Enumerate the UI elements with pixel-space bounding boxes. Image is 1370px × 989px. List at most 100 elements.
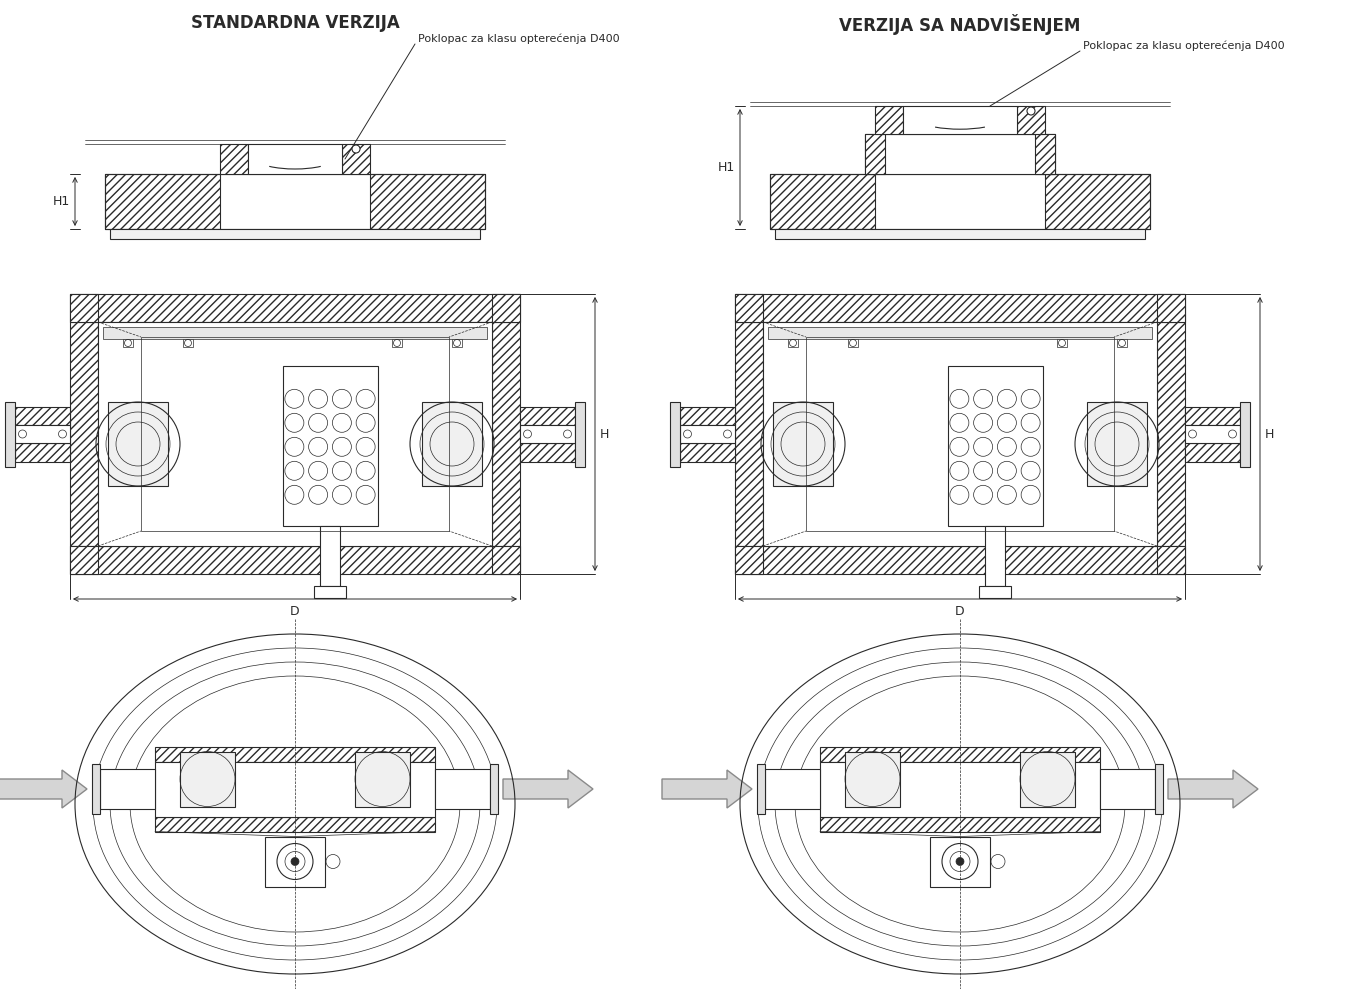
Bar <box>492 546 521 574</box>
Bar <box>1185 443 1240 462</box>
Text: STANDARDNA VERZIJA: STANDARDNA VERZIJA <box>190 14 400 32</box>
Bar <box>734 322 763 546</box>
Bar <box>184 339 193 347</box>
Bar <box>775 229 1145 239</box>
Circle shape <box>684 430 692 438</box>
Bar <box>680 406 734 425</box>
Bar <box>15 425 70 443</box>
Bar <box>110 229 479 239</box>
Polygon shape <box>0 770 88 808</box>
Text: H1: H1 <box>53 195 70 208</box>
Text: D: D <box>290 605 300 618</box>
Text: D: D <box>955 605 964 618</box>
Bar <box>1155 764 1163 814</box>
Bar <box>392 339 401 347</box>
Bar <box>70 546 521 574</box>
Bar <box>788 339 797 347</box>
Bar <box>5 402 15 467</box>
Bar <box>123 339 133 347</box>
Bar <box>15 443 70 462</box>
Bar <box>103 327 486 339</box>
Bar <box>521 443 575 462</box>
Bar <box>1158 294 1185 322</box>
Circle shape <box>19 430 26 438</box>
Bar <box>980 586 1011 598</box>
Circle shape <box>523 430 532 438</box>
Bar <box>1017 106 1045 134</box>
Bar <box>821 762 1100 817</box>
Bar <box>155 747 436 762</box>
Bar <box>492 322 521 546</box>
Bar <box>370 174 485 229</box>
Bar <box>155 762 436 817</box>
Bar <box>1158 546 1185 574</box>
Bar <box>930 837 991 886</box>
Bar <box>1045 174 1149 229</box>
Bar <box>770 174 875 229</box>
Bar <box>1185 425 1240 443</box>
Text: H1: H1 <box>718 161 734 174</box>
Bar <box>521 406 575 425</box>
Bar <box>848 339 858 347</box>
Bar <box>985 526 1006 586</box>
Bar <box>734 546 763 574</box>
Bar <box>92 764 100 814</box>
Circle shape <box>723 430 732 438</box>
Bar <box>70 294 99 322</box>
Bar <box>314 586 347 598</box>
Bar <box>821 817 1100 832</box>
Bar <box>734 294 763 322</box>
Circle shape <box>1028 107 1034 115</box>
Bar <box>845 752 900 806</box>
Bar <box>734 294 1185 322</box>
Bar <box>492 294 521 322</box>
Bar <box>806 337 1114 531</box>
Bar <box>490 764 499 814</box>
Bar <box>1240 402 1249 467</box>
Bar <box>248 144 342 174</box>
Bar <box>100 769 155 809</box>
Bar <box>70 546 99 574</box>
Bar <box>264 837 325 886</box>
Text: Poklopac za klasu opterećenja D400: Poklopac za klasu opterećenja D400 <box>1084 41 1285 51</box>
Bar <box>221 144 248 174</box>
Bar <box>1158 322 1185 546</box>
Bar <box>734 546 1185 574</box>
Bar <box>108 402 169 486</box>
Bar <box>680 425 734 443</box>
Bar <box>864 134 1055 174</box>
Bar <box>948 366 1043 526</box>
Bar <box>521 425 575 443</box>
Bar <box>179 752 236 806</box>
Bar <box>575 402 585 467</box>
Bar <box>758 764 764 814</box>
Text: Poklopac za klasu opterećenja D400: Poklopac za klasu opterećenja D400 <box>418 34 619 44</box>
Bar <box>1185 406 1240 425</box>
Bar <box>321 526 340 586</box>
Bar <box>773 402 833 486</box>
Circle shape <box>563 430 571 438</box>
Bar <box>99 322 492 546</box>
Bar <box>1100 769 1155 809</box>
Bar <box>355 752 410 806</box>
Bar <box>105 174 221 229</box>
Bar <box>903 106 1017 134</box>
Bar <box>70 294 521 322</box>
Bar <box>342 144 370 174</box>
Circle shape <box>956 857 964 865</box>
Bar <box>141 337 449 531</box>
Bar <box>15 406 70 425</box>
Bar <box>864 134 885 174</box>
Bar <box>1058 339 1067 347</box>
Bar <box>155 817 436 832</box>
Text: VERZIJA SA NADVIŠENJEM: VERZIJA SA NADVIŠENJEM <box>840 14 1081 35</box>
Bar <box>1021 752 1075 806</box>
Bar <box>1034 134 1055 174</box>
Bar <box>764 769 821 809</box>
Polygon shape <box>662 770 752 808</box>
Circle shape <box>59 430 67 438</box>
Bar <box>436 769 490 809</box>
Bar <box>769 327 1152 339</box>
Bar <box>452 339 462 347</box>
Bar <box>422 402 482 486</box>
